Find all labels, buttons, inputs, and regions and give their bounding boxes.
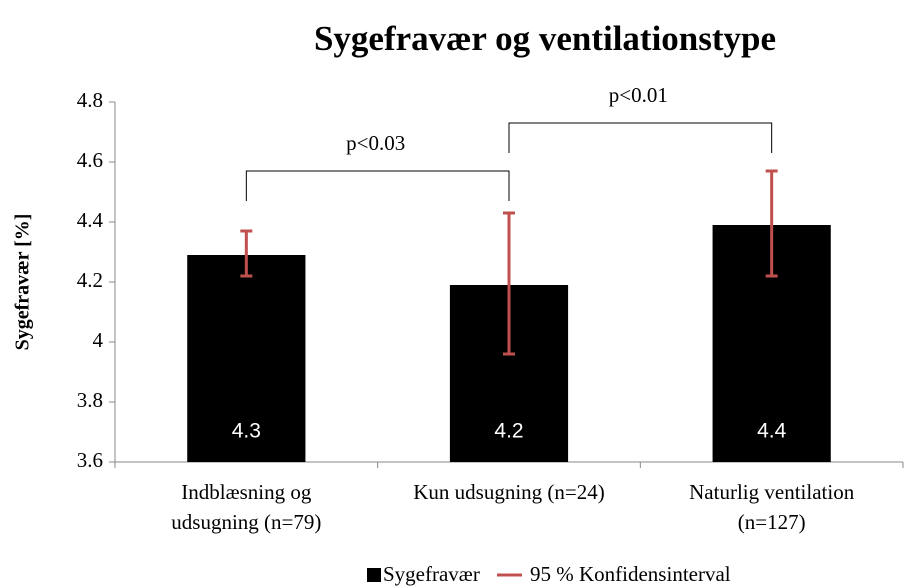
annotation: p<0.01	[609, 83, 668, 107]
x-tick-label: Indblæsning og	[181, 480, 312, 504]
x-tick-label: Kun udsugning (n=24)	[413, 480, 605, 504]
bar	[187, 255, 306, 462]
y-tick-label: 3.8	[77, 388, 103, 412]
y-tick-label: 4.6	[77, 148, 103, 172]
y-tick-label: 4	[93, 328, 104, 352]
y-tick-label: 4.4	[77, 208, 104, 232]
legend-label: Sygefravær	[383, 562, 480, 586]
y-axis-label: Sygefravær [%]	[12, 214, 34, 351]
value-label: 4.2	[494, 420, 523, 443]
value-label: 4.3	[232, 420, 261, 443]
legend-label: 95 % Konfidensinterval	[530, 562, 731, 586]
x-tick-label: Naturlig ventilation	[689, 480, 855, 504]
chart-title: Sygefravær og ventilationstype	[314, 19, 776, 58]
y-tick-label: 4.8	[77, 88, 103, 112]
y-tick-label: 4.2	[77, 268, 103, 292]
x-tick-label: (n=127)	[738, 510, 806, 534]
x-tick-label: udsugning (n=79)	[171, 510, 321, 534]
y-tick-label: 3.6	[77, 448, 103, 472]
legend-swatch	[367, 568, 381, 582]
value-label: 4.4	[757, 420, 787, 443]
significance-bracket	[245, 170, 510, 201]
annotation: p<0.03	[346, 131, 405, 155]
significance-bracket	[508, 122, 773, 153]
